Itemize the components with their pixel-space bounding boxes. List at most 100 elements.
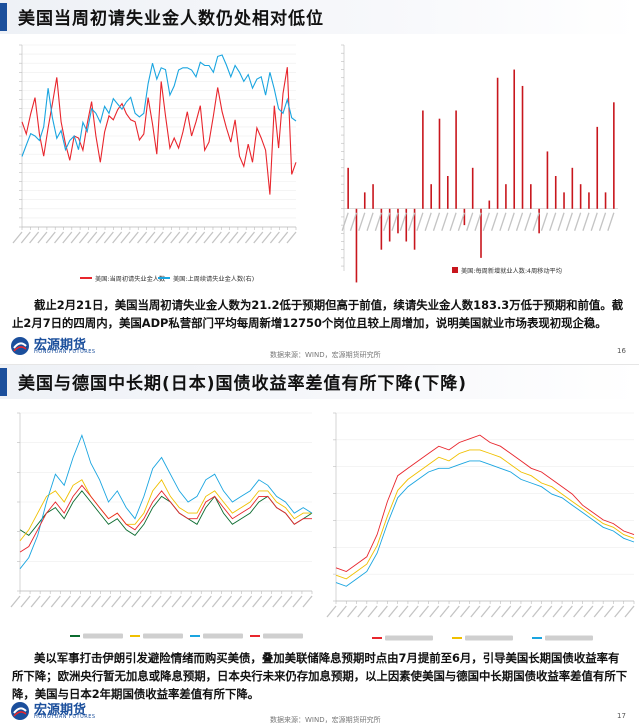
x-tick-label-mark (349, 212, 358, 231)
bar (596, 126, 599, 209)
x-tick-label-mark (62, 231, 73, 244)
x-tick-label-mark (507, 212, 515, 231)
bar (571, 167, 574, 209)
x-tick-label-mark (347, 605, 358, 618)
x-tick-label-mark (91, 595, 102, 608)
legend-label-placeholder-3 (545, 635, 593, 641)
x-tick-label-mark (244, 231, 255, 244)
x-tick-label-mark (302, 595, 313, 608)
x-tick-label-mark (432, 212, 441, 231)
bar (388, 208, 391, 242)
legend-label-2: 美国:上周续请失业金人数(右) (173, 275, 254, 283)
series-continuing-claims (21, 54, 297, 157)
bar (380, 208, 383, 250)
x-tick-label-mark (542, 605, 553, 618)
bar (438, 118, 441, 209)
bar (604, 192, 607, 209)
x-tick-label-mark (272, 595, 283, 608)
logo-mark-icon (11, 337, 29, 355)
bar (488, 200, 491, 209)
legend-label-placeholder-2 (143, 633, 183, 639)
x-tick-label-mark (112, 231, 123, 244)
x-tick-label-mark (573, 605, 584, 618)
x-tick-label-mark (398, 605, 409, 618)
logo-text-cn: 宏源期货 (34, 703, 87, 718)
bar (372, 184, 374, 209)
bar (422, 110, 424, 209)
bar (513, 69, 516, 209)
x-tick-label-mark (282, 595, 293, 608)
data-source: 数据来源：WIND，宏源期货研究所 (270, 351, 381, 359)
bar (463, 208, 466, 226)
series-s3 (335, 460, 635, 587)
bar (471, 167, 474, 209)
x-tick-label-mark (391, 212, 399, 231)
x-tick-label-mark (87, 231, 98, 244)
series-s1 (335, 434, 635, 573)
legend-label-placeholder-1 (83, 633, 123, 639)
bar (430, 184, 432, 209)
x-tick-label-mark (221, 595, 232, 608)
x-tick-label-mark (20, 231, 31, 244)
x-tick-label-mark (614, 605, 625, 618)
x-tick-label-mark (151, 595, 162, 608)
bar (480, 208, 482, 258)
bar (554, 176, 557, 209)
x-tick-label-mark (161, 595, 172, 608)
x-tick-label-mark (269, 231, 280, 244)
x-tick-label-mark (60, 595, 71, 608)
x-tick-label-mark (186, 231, 197, 244)
title-accent (0, 3, 7, 31)
bar (530, 184, 532, 209)
x-tick-label-mark (261, 231, 272, 244)
x-tick-label-mark (524, 212, 532, 231)
x-tick-label-mark (474, 212, 482, 231)
x-tick-label-mark (30, 595, 41, 608)
x-tick-label-mark (582, 212, 590, 231)
legend-swatch (452, 267, 458, 273)
x-tick-label-mark (466, 212, 474, 231)
legend-label: 美国:每周新增就业人数:4周移动平均 (461, 267, 562, 275)
x-tick-label-mark (598, 212, 607, 231)
logo-text-en: HONGYUAN FUTURES (34, 349, 96, 355)
x-tick-label-mark (228, 231, 239, 244)
series-s2 (19, 478, 312, 542)
x-tick-label-mark (424, 212, 432, 231)
x-tick-label-mark (358, 212, 366, 231)
us-japan-spread-chart (322, 405, 638, 649)
company-logo: 宏源期货 HONGYUAN FUTURES (10, 334, 120, 360)
x-tick-label-mark (50, 595, 61, 608)
slide-title: 美国与德国中长期(日本)国债收益率差值有所下降(下降) (18, 374, 468, 394)
bar (397, 208, 399, 234)
x-tick-label-mark (70, 595, 81, 608)
x-tick-label-mark (590, 212, 598, 231)
x-tick-label-mark (70, 231, 81, 244)
x-tick-label-mark (211, 231, 222, 244)
x-tick-label-mark (408, 605, 419, 618)
x-tick-label-mark (178, 231, 189, 244)
x-tick-label-mark (490, 605, 501, 618)
x-tick-label-mark (37, 231, 48, 244)
adp-weekly-chart: 美国:每周新增就业人数:4周移动平均 (322, 35, 638, 293)
x-tick-label-mark (40, 595, 51, 608)
x-tick-label-mark (562, 605, 573, 618)
bar (413, 208, 416, 250)
x-tick-label-mark (515, 212, 524, 231)
x-tick-label-mark (457, 212, 466, 231)
x-tick-label-mark (480, 605, 491, 618)
bar (521, 85, 524, 209)
x-tick-label-mark (153, 231, 164, 244)
bar (347, 167, 349, 209)
initial-claims-chart-svg: 美国:当周初请失业金人数 美国:上周续请失业金人数(右) (12, 44, 297, 283)
series-s2 (335, 449, 635, 580)
x-tick-label-mark (232, 595, 243, 608)
slide-17: 美国与德国中长期(日本)国债收益率差值有所下降(下降) 美以军事打击伊朗引发避险… (0, 364, 639, 728)
x-tick-label-mark (103, 231, 114, 244)
data-source: 数据来源：WIND，宏源期货研究所 (270, 716, 381, 724)
adp-weekly-chart-svg: 美国:每周新增就业人数:4周移动平均 (341, 44, 618, 283)
x-tick-label-mark (292, 595, 303, 608)
x-tick-label-mark (278, 231, 289, 244)
x-tick-label-mark (29, 231, 40, 244)
x-tick-label-mark (429, 605, 440, 618)
x-tick-label-mark (511, 605, 522, 618)
